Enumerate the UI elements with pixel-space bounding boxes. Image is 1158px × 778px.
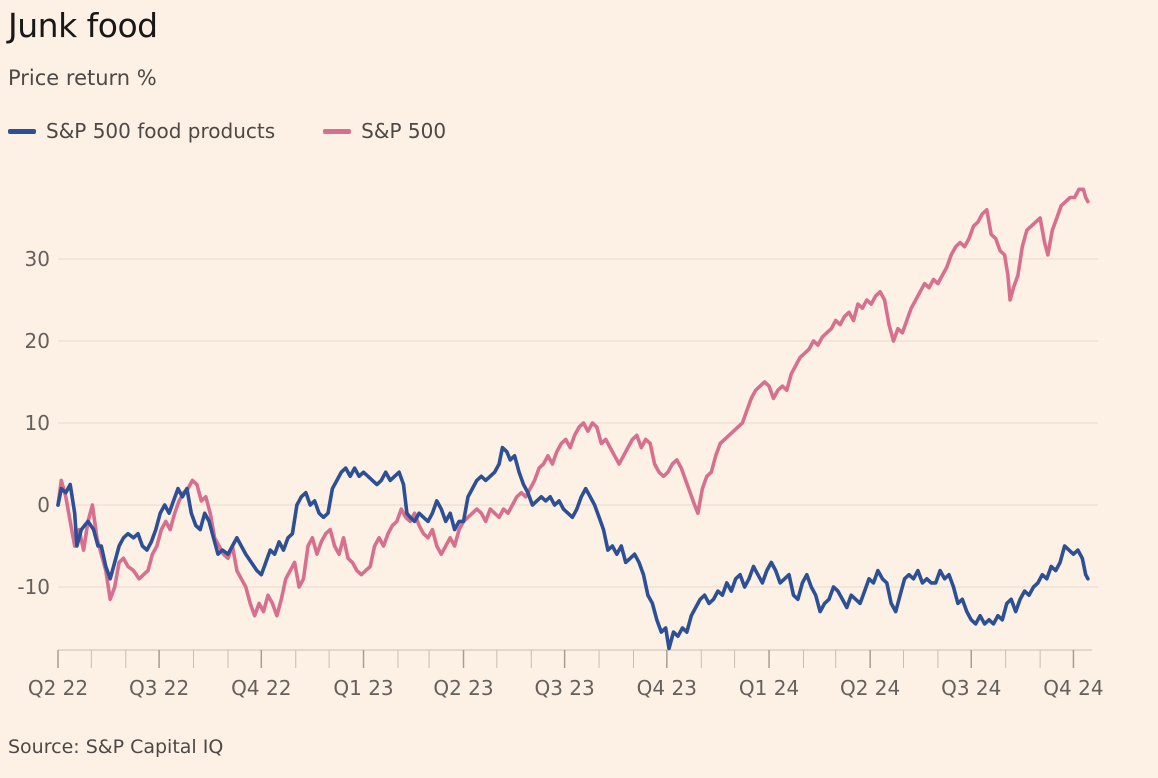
x-tick-label: Q2 24 bbox=[840, 676, 900, 700]
chart-title: Junk food bbox=[8, 6, 158, 45]
x-tick-label: Q3 23 bbox=[534, 676, 594, 700]
x-tick-label: Q2 23 bbox=[433, 676, 493, 700]
y-tick-label: 20 bbox=[25, 329, 50, 353]
legend-label-food-products: S&P 500 food products bbox=[46, 119, 276, 143]
legend-item-sp500: S&P 500 bbox=[323, 119, 446, 143]
x-tick-label: Q3 24 bbox=[941, 676, 1001, 700]
series-line-food-products bbox=[56, 445, 1090, 651]
legend: S&P 500 food products S&P 500 bbox=[8, 117, 494, 145]
series-line-sp500 bbox=[56, 187, 1090, 618]
legend-item-food-products: S&P 500 food products bbox=[8, 119, 275, 143]
y-tick-label: 10 bbox=[25, 411, 50, 435]
y-tick-label: 30 bbox=[25, 247, 50, 271]
x-tick-label: Q1 23 bbox=[333, 676, 393, 700]
x-tick-label: Q3 22 bbox=[129, 676, 189, 700]
x-tick-label: Q4 22 bbox=[231, 676, 291, 700]
y-tick-label: 0 bbox=[37, 493, 50, 517]
chart-subtitle: Price return % bbox=[8, 66, 157, 90]
legend-swatch-food-products bbox=[8, 128, 36, 134]
x-tick-label: Q4 23 bbox=[637, 676, 697, 700]
source-note: Source: S&P Capital IQ bbox=[8, 736, 224, 758]
x-tick-label: Q2 22 bbox=[28, 676, 88, 700]
x-tick-label: Q1 24 bbox=[739, 676, 799, 700]
legend-label-sp500: S&P 500 bbox=[361, 119, 447, 143]
legend-swatch-sp500 bbox=[323, 128, 352, 134]
y-tick-label: -10 bbox=[17, 575, 50, 599]
line-chart: -10 0 10 20 30 Q2 22 Q3 22 Q4 22 Q1 23 Q2 23 Q3 23… bbox=[17, 187, 1104, 700]
x-tick-label: Q4 24 bbox=[1043, 676, 1103, 700]
